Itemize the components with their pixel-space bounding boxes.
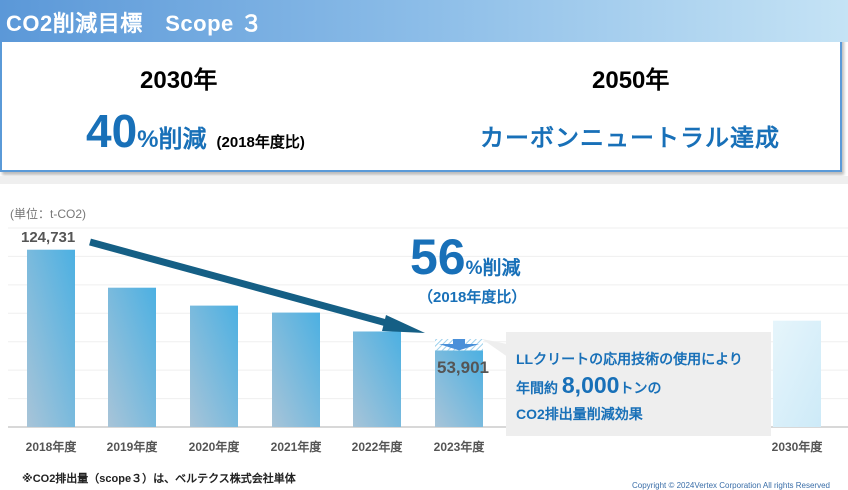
x-tick-label: 2022年度 xyxy=(351,440,403,454)
x-tick-label: 2019年度 xyxy=(106,440,158,454)
callout-box: LLクリートの応用技術の使用により 年間約 8,000トンの CO2排出量削減効… xyxy=(506,332,771,436)
x-tick-label: 2018年度 xyxy=(25,440,77,454)
x-tick-label: 2023年度 xyxy=(433,440,485,454)
bar-2020年度 xyxy=(190,305,238,427)
page-title: CO2削減目標 Scope ３ xyxy=(6,11,263,36)
reduction-value: 40 xyxy=(86,105,138,157)
target-year-2050: 2050年 xyxy=(592,67,670,94)
bar-2023年度 xyxy=(435,350,483,427)
x-tick-label: 2030年度 xyxy=(771,440,823,454)
callout-pre: 年間約 xyxy=(516,380,558,396)
data-label-2018: 124,731 xyxy=(21,229,76,246)
reduction-56: 56%削減 xyxy=(410,228,521,286)
target-2030-reduction: 40%削減 (2018年度比) xyxy=(86,104,305,158)
target-year-2030: 2030年 xyxy=(140,67,218,94)
down-arrow-icon xyxy=(439,339,479,351)
target-2050-goal: カーボンニュートラル達成 xyxy=(480,125,780,152)
bar-2030年度 xyxy=(773,320,821,427)
callout-number: 8,000 xyxy=(561,372,620,398)
reduction-note: (2018年度比) xyxy=(216,134,305,151)
footnote: ※CO2排出量（scope３）は、ベルテクス株式会社単体 xyxy=(22,473,296,485)
header-bar: CO2削減目標 Scope ３ xyxy=(0,0,848,42)
reduction-56-unit: %削減 xyxy=(465,258,521,279)
reduction-unit: %削減 xyxy=(137,126,207,153)
x-tick-label: 2020年度 xyxy=(188,440,240,454)
divider xyxy=(0,176,848,184)
bar-2021年度 xyxy=(272,312,320,427)
callout-line2: 年間約 8,000トンの xyxy=(516,372,771,401)
bar-2018年度 xyxy=(27,249,75,427)
bar-2019年度 xyxy=(108,287,156,427)
bar-2022年度 xyxy=(353,331,401,427)
reduction-56-note: （2018年度比） xyxy=(418,289,527,306)
callout-post: トンの xyxy=(619,380,662,396)
unit-label: (単位：t-CO2) xyxy=(10,207,86,221)
data-label-2023: 53,901 xyxy=(437,358,489,377)
trend-arrow xyxy=(89,238,406,332)
copyright: Copyright © 2024Vertex Corporation All r… xyxy=(632,481,830,490)
callout-pointer xyxy=(482,339,512,360)
callout-line3: CO2排出量削減効果 xyxy=(516,406,643,422)
callout-line1: LLクリートの応用技術の使用により xyxy=(516,351,743,367)
trend-arrowhead xyxy=(382,315,425,333)
x-tick-label: 2021年度 xyxy=(270,440,322,454)
reduction-56-value: 56 xyxy=(410,229,466,285)
